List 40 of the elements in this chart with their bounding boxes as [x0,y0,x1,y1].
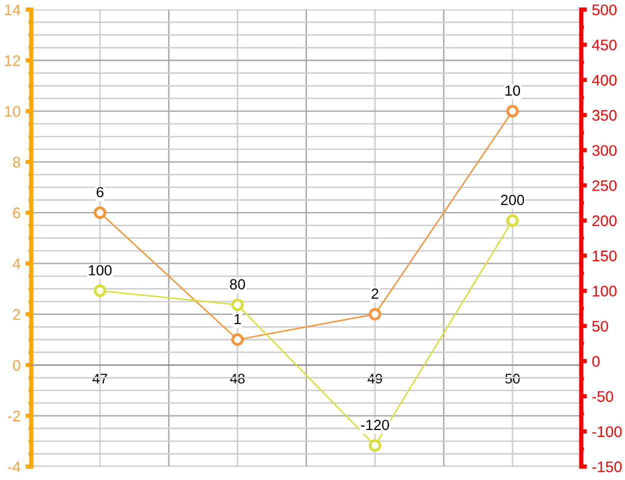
y2-tick-label: 50 [592,320,608,332]
point [231,333,244,346]
point [506,214,519,227]
y2-tick-label: 0 [592,356,600,367]
y2-tick-label: -50 [592,391,614,402]
y2-tick-label: 500 [592,4,617,16]
y2-tick-label: -100 [592,426,622,438]
y2-tick-label: 350 [592,110,617,121]
y-tick-label: 2 [13,309,20,320]
point [506,104,519,118]
data-label: 100 [88,265,112,276]
y-tick-label: 8 [13,156,20,168]
data-label: 1 [234,314,241,324]
y-tick-label: 4 [12,258,20,269]
y2-tick-label: 200 [592,215,617,226]
y2-tick-label: 300 [592,145,617,156]
point [368,439,382,452]
data-label: 80 [230,279,246,290]
y-tick-label: 6 [13,208,20,218]
point [94,284,106,298]
y-tick-label: -4 [8,462,20,472]
y2-tick-label: 400 [592,74,617,86]
y-tick-label: 0 [12,360,20,371]
data-label: 200 [501,194,524,206]
y-tick-label: 10 [5,106,20,117]
data-label: 10 [506,85,520,96]
data-label: -120 [361,420,390,430]
y2-tick-label: 100 [592,286,617,296]
y2-tick-label: 250 [592,180,617,192]
point [368,308,382,320]
point [231,298,244,312]
point [94,206,106,219]
y2-tick-label: 450 [592,40,617,50]
data-label: 2 [372,288,378,299]
y-tick-label: -2 [8,410,20,422]
y-tick-label: 12 [5,55,20,66]
y-tick-label: 14 [5,4,20,16]
y2-tick-label: 150 [592,250,617,262]
y2-tick-label: -150 [592,461,622,472]
data-label: 6 [96,186,104,198]
